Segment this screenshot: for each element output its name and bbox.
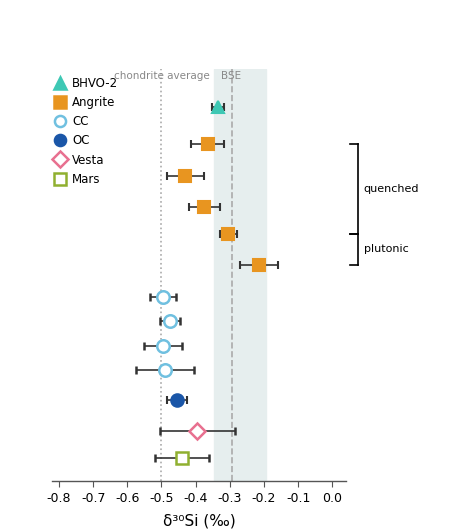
X-axis label: δ³⁰Si (‰): δ³⁰Si (‰)	[163, 513, 236, 528]
Text: chondrite average: chondrite average	[114, 71, 210, 81]
Text: quenched: quenched	[364, 184, 419, 194]
Text: plutonic: plutonic	[364, 244, 409, 254]
Bar	[214, 69, 266, 481]
Legend: BHVO-2, Angrite, CC, OC, Vesta, Mars: BHVO-2, Angrite, CC, OC, Vesta, Mars	[52, 75, 121, 188]
Text: BSE: BSE	[221, 71, 242, 81]
